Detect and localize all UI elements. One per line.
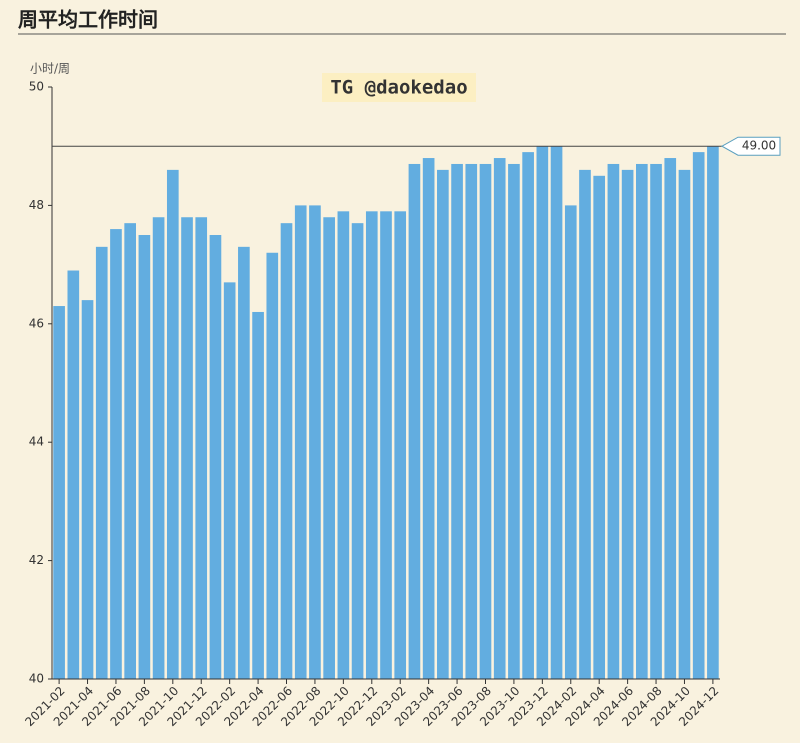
bar (337, 211, 350, 679)
bar (223, 282, 236, 679)
mark-label: 49.00 (742, 139, 776, 153)
bar (53, 306, 65, 679)
bar (408, 163, 421, 679)
bar (692, 152, 705, 679)
bar (636, 163, 648, 679)
bar (479, 163, 492, 679)
bar (422, 158, 435, 680)
bar (238, 246, 250, 679)
bar (81, 300, 94, 679)
bar (664, 158, 677, 680)
bar (536, 146, 549, 679)
bar (650, 163, 662, 679)
bar (707, 146, 719, 679)
bar (621, 169, 634, 679)
bar (593, 175, 606, 680)
watermark-box (322, 73, 476, 102)
y-tick-label: 50 (29, 80, 44, 94)
bar (294, 205, 307, 679)
bar (351, 223, 364, 679)
bar (508, 163, 520, 679)
bar (152, 217, 165, 680)
bar (550, 146, 563, 679)
y-tick-label: 40 (29, 672, 44, 686)
bar (380, 211, 392, 679)
bar (124, 223, 136, 679)
chart-title: 周平均工作时间 (18, 8, 158, 32)
bar (252, 311, 264, 679)
bar (522, 152, 534, 679)
bar (166, 169, 179, 679)
bar (323, 217, 335, 680)
mark-label-box (720, 136, 781, 156)
y-tick-label: 44 (29, 435, 44, 449)
bar (437, 169, 449, 679)
bar (138, 235, 151, 679)
bar (67, 270, 80, 679)
y-tick-label: 46 (29, 316, 44, 330)
bar (465, 163, 478, 679)
bar (266, 252, 279, 679)
bar (394, 211, 407, 679)
y-tick-label: 42 (29, 553, 44, 567)
bar (95, 246, 108, 679)
bar (607, 163, 620, 679)
watermark: TG @daokedao (330, 77, 467, 99)
y-axis-label: 小时/周 (30, 62, 70, 76)
bar (181, 217, 193, 680)
bar (451, 163, 463, 679)
bar (195, 217, 208, 680)
bar (564, 205, 577, 679)
bar (493, 158, 506, 680)
bar (365, 211, 378, 679)
bar (110, 229, 122, 679)
bar (579, 169, 591, 679)
bar (280, 223, 293, 679)
y-tick-label: 48 (29, 198, 44, 212)
bar (309, 205, 321, 679)
bar (209, 235, 222, 679)
bar (678, 169, 691, 679)
